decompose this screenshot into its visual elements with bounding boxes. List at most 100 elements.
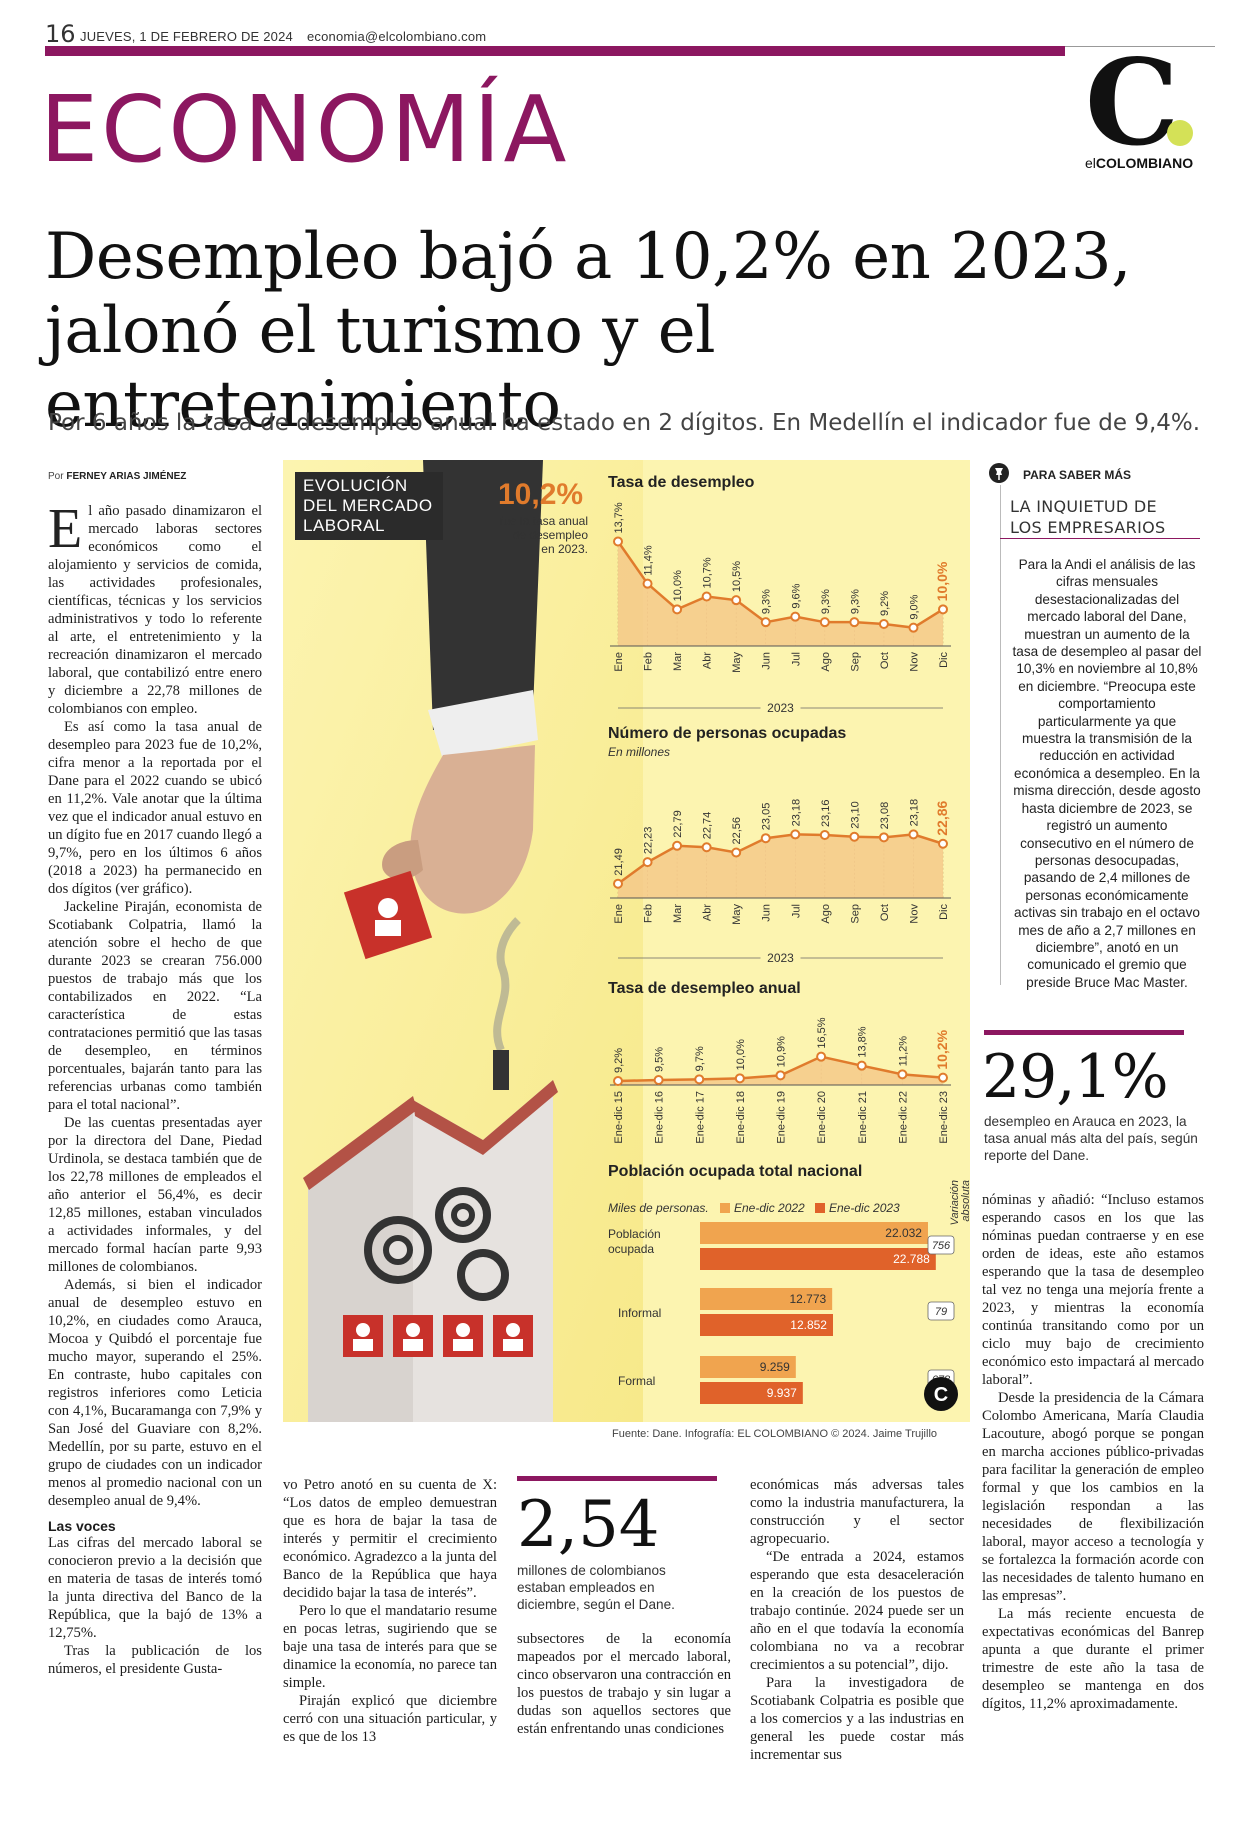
data-point	[731, 595, 742, 606]
tick-label: Oct	[879, 904, 891, 921]
data-label: 11,4%	[643, 545, 655, 576]
infographic-title-line: LABORAL	[303, 516, 385, 535]
area-fill	[618, 834, 943, 898]
tick-label: Abr	[702, 652, 714, 669]
subhead: Las voces	[48, 1518, 116, 1534]
data-label: 22,56	[731, 817, 743, 845]
category-label: Población	[608, 1227, 661, 1241]
unemployment-monthly-chart: 13,7% Ene 11,4% Feb 10,0% Mar 10,7% Abr 10,5% May…	[610, 502, 951, 716]
bar-2023	[700, 1314, 833, 1336]
tick-label: Dic	[938, 904, 950, 920]
data-point	[878, 832, 889, 843]
data-label: 23,18	[790, 799, 802, 827]
stat-text-employed: millones de colombianos estaban empleado…	[517, 1563, 675, 1612]
headline-rate-value: 10,2%	[498, 478, 584, 511]
tick-label: Jun	[761, 652, 773, 670]
tick-label: Mar	[672, 652, 684, 671]
tick-label: Jul	[790, 904, 802, 918]
data-point	[849, 831, 860, 842]
paragraph: Para la investigadora de Scotiabank Colp…	[750, 1675, 964, 1763]
tick-label: Ene-dic 21	[857, 1091, 869, 1144]
sidebar-body: Para la Andi el análisis de las cifras m…	[1012, 557, 1202, 990]
data-label: 10,2%	[934, 1029, 950, 1069]
tick-label: Dic	[938, 652, 950, 668]
paragraph: Jackeline Piraján, economista de Scotiab…	[48, 899, 262, 1113]
chart-title: Tasa de desempleo anual	[608, 980, 801, 997]
legend-label: Ene-dic 2022	[734, 1201, 805, 1215]
data-point	[701, 842, 712, 853]
area-fill	[618, 541, 943, 646]
data-label: 11,2%	[897, 1036, 909, 1067]
data-point	[642, 857, 653, 868]
area-fill	[618, 1056, 943, 1085]
sidebar-title: LA INQUIETUD DE LOS EMPRESARIOS	[1010, 496, 1165, 538]
hand-building-illustration	[283, 460, 643, 1422]
data-point	[856, 1060, 867, 1071]
data-label: 10,0%	[735, 1039, 747, 1070]
bar-2022	[700, 1288, 833, 1310]
data-point	[819, 617, 830, 628]
data-point	[672, 840, 683, 851]
data-point	[672, 604, 683, 615]
tick-label: Jun	[761, 904, 773, 922]
data-label: 9,7%	[694, 1046, 706, 1071]
paragraph: vo Petro anotó en su cuenta de X: “Los d…	[283, 1477, 497, 1601]
data-point	[849, 617, 860, 628]
year-label: 2023	[767, 701, 794, 715]
paragraph: económicas más adversas tales como la in…	[750, 1477, 964, 1547]
tick-label: Abr	[702, 904, 714, 921]
data-point	[938, 838, 948, 849]
data-label: 22,79	[672, 810, 684, 838]
paragraph: Piraján explicó que diciembre cerró con …	[283, 1693, 497, 1745]
logo-name: COLOMBIANO	[1095, 155, 1194, 171]
year-label-bg	[760, 950, 801, 966]
variation-value: 756	[932, 1240, 951, 1252]
variation-label: absoluta	[960, 1180, 970, 1222]
data-label: 23,10	[849, 801, 861, 829]
data-point	[760, 617, 771, 628]
data-point	[775, 1070, 786, 1081]
chart-title: Población ocupada total nacional	[608, 1163, 863, 1180]
data-label: 9,3%	[820, 589, 832, 614]
data-label: 9,3%	[849, 589, 861, 614]
paragraph: nóminas y añadió: “Incluso estamos esper…	[982, 1192, 1204, 1388]
tick-label: Ene-dic 17	[694, 1091, 706, 1144]
stat-rule	[517, 1476, 717, 1481]
data-label: 13,7%	[613, 502, 625, 533]
tick-label: Feb	[643, 652, 655, 671]
section-email[interactable]: economia@elcolombiano.com	[306, 29, 487, 44]
paragraph: “De entrada a 2024, estamos esperando qu…	[750, 1549, 964, 1673]
logo-badge-icon: C	[924, 1377, 958, 1411]
byline-name: FERNEY ARIAS JIMÉNEZ	[66, 471, 187, 482]
headline-line-2: jalonó el turismo y el entretenimiento	[45, 294, 716, 443]
data-point	[734, 1073, 745, 1084]
header-rule	[45, 46, 1065, 56]
article-column-4: económicas más adversas tales como la in…	[750, 1476, 964, 1764]
chart-subtitle: Miles de personas.	[608, 1201, 709, 1215]
data-label: 10,5%	[731, 561, 743, 592]
variation-box	[927, 1235, 955, 1255]
bar-value-label: 12.773	[789, 1292, 826, 1306]
data-point	[878, 619, 889, 629]
data-label: 10,0%	[672, 570, 684, 601]
data-point	[653, 1075, 664, 1085]
paragraph: Además, si bien el indicador anual de de…	[48, 1277, 262, 1509]
data-point	[760, 833, 771, 844]
tick-label: Ene-dic 22	[897, 1091, 909, 1144]
data-point	[938, 1072, 948, 1083]
data-point	[613, 536, 623, 547]
logo-wordmark: elCOLOMBIANO	[1085, 155, 1193, 171]
data-label: 10,7%	[702, 557, 714, 588]
bar-value-label: 9.259	[760, 1360, 790, 1374]
infographic: EVOLUCIÓN DEL MERCADO LABORAL 10,2% fue …	[283, 460, 970, 1422]
byline: Por FERNEY ARIAS JIMÉNEZ	[48, 471, 186, 482]
headline-line-1: Desempleo bajó a 10,2% en 2023,	[45, 220, 1131, 294]
tick-label: Ene-dic 20	[816, 1091, 828, 1144]
stat-text-arauca: desempleo en Arauca en 2023, la tasa anu…	[984, 1114, 1198, 1163]
tick-label: Ene-dic 16	[654, 1091, 666, 1144]
data-label: 21,49	[613, 848, 625, 876]
chart-title: Número de personas ocupadas	[608, 725, 847, 742]
data-point	[819, 830, 830, 840]
